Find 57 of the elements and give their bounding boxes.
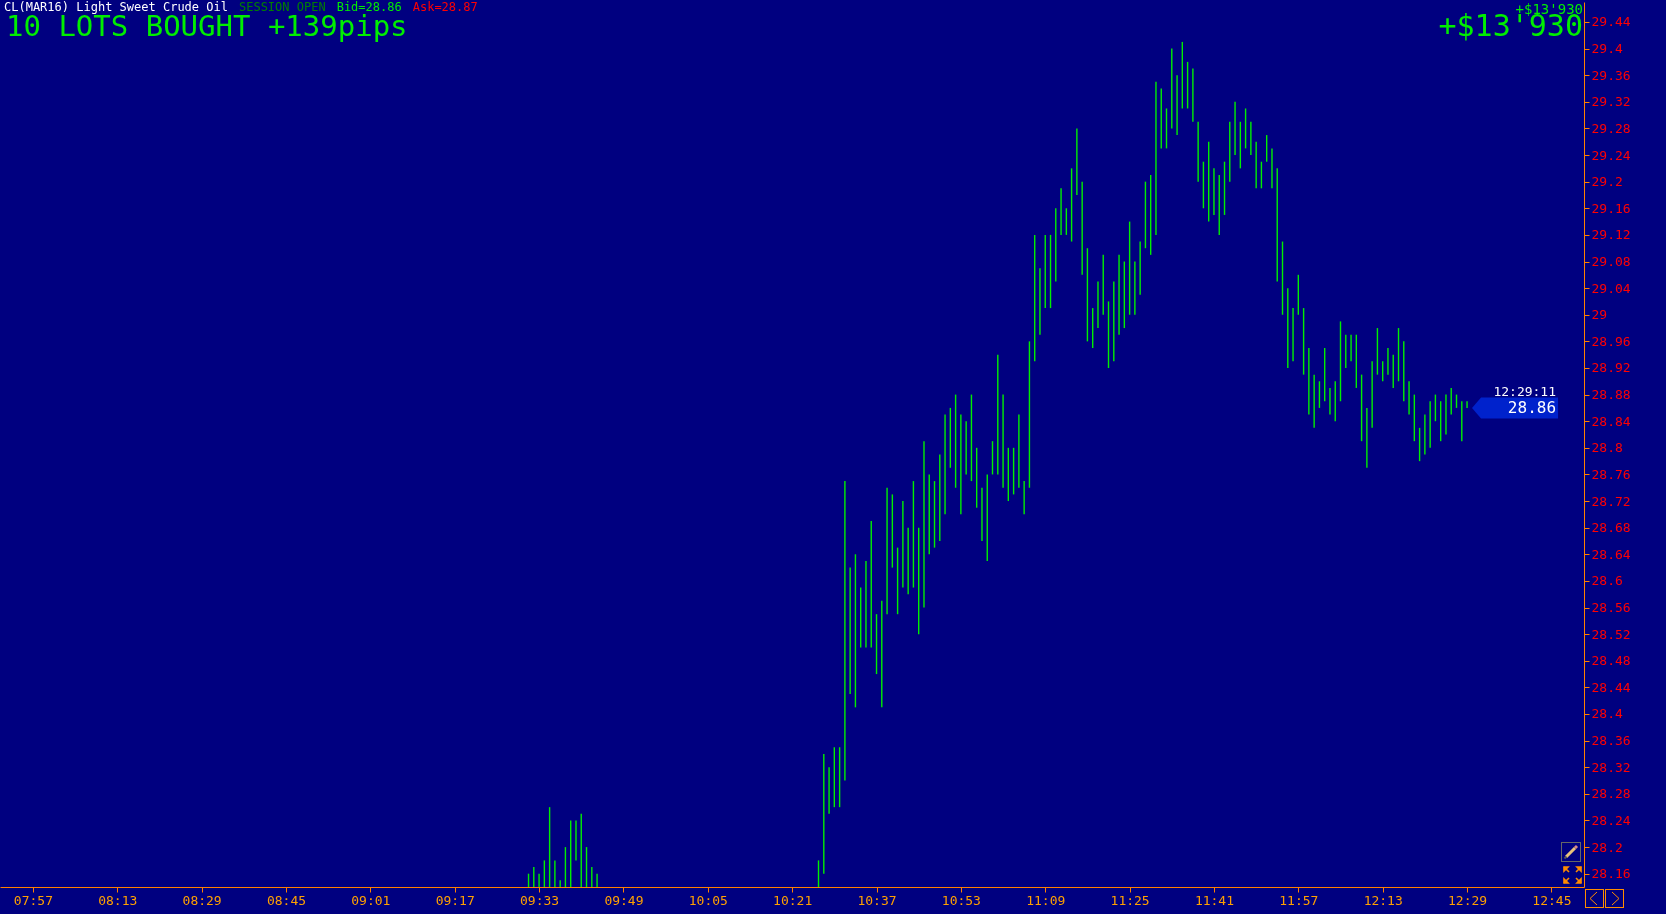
x-tick-label: 08:45 — [266, 892, 307, 908]
annotation: Bid=28.86 — [336, 0, 402, 14]
x-tick-label: 10:21 — [773, 892, 813, 908]
y-tick-label: 28.32 — [1591, 759, 1631, 775]
y-tick-label: 28.72 — [1591, 493, 1631, 509]
y-tick-label: 28.44 — [1591, 679, 1631, 695]
x-tick-label: 09:49 — [604, 892, 644, 908]
y-tick-label: 29 — [1591, 307, 1608, 323]
x-tick-label: 09:01 — [351, 892, 391, 908]
y-tick-label: 29.08 — [1591, 254, 1631, 270]
annotation: 28.86 — [1506, 397, 1557, 417]
y-tick-label: 28.48 — [1591, 653, 1631, 669]
x-tick-label: 11:09 — [1026, 892, 1066, 908]
y-tick-label: 28.52 — [1591, 626, 1631, 642]
y-tick-label: 29.04 — [1591, 280, 1631, 296]
x-tick-label: 11:41 — [1194, 892, 1235, 908]
x-tick-label: 07:57 — [13, 892, 53, 908]
x-tick-label: 08:13 — [98, 892, 138, 908]
y-tick-label: 28.64 — [1591, 546, 1631, 562]
y-tick-label: 28.68 — [1591, 520, 1631, 536]
y-tick-label: 29.24 — [1591, 147, 1631, 163]
y-tick-label: 28.6 — [1591, 573, 1623, 589]
x-tick-label: 11:57 — [1279, 892, 1319, 908]
x-tick-label: 09:17 — [435, 892, 475, 908]
y-tick-label: 28.88 — [1591, 387, 1631, 403]
y-tick-label: 28.84 — [1591, 413, 1631, 429]
x-tick-label: 10:37 — [857, 892, 897, 908]
x-tick-label: 10:53 — [941, 892, 981, 908]
y-tick-label: 29.12 — [1591, 227, 1631, 243]
y-tick-label: 29.2 — [1591, 174, 1623, 190]
x-tick-label: 12:29 — [1447, 892, 1488, 908]
y-tick-label: 28.36 — [1591, 733, 1631, 749]
y-tick-label: 28.56 — [1591, 600, 1631, 616]
x-tick-label: 10:05 — [688, 892, 728, 908]
y-tick-label: 29.4 — [1591, 41, 1623, 57]
y-tick-label: 28.2 — [1591, 839, 1623, 855]
x-tick-label: 12:45 — [1532, 892, 1572, 908]
annotation: 12:29:11 — [1492, 383, 1557, 399]
y-tick-label: 28.4 — [1591, 706, 1623, 722]
x-tick-label: 09:33 — [520, 892, 560, 908]
x-tick-label: 12:13 — [1363, 892, 1403, 908]
y-tick-label: 29.32 — [1591, 94, 1631, 110]
annotation: SESSION OPEN — [238, 0, 326, 14]
y-tick-label: 29.36 — [1591, 67, 1631, 83]
x-tick-label: 08:29 — [182, 892, 222, 908]
y-tick-label: 29.28 — [1591, 120, 1631, 136]
y-tick-label: 29.44 — [1591, 14, 1631, 30]
y-tick-label: 28.16 — [1591, 866, 1631, 882]
annotation: Ask=28.87 — [412, 0, 478, 14]
y-tick-label: 28.24 — [1591, 812, 1631, 828]
y-tick-label: 29.16 — [1591, 200, 1631, 216]
x-tick-label: 11:25 — [1110, 892, 1150, 908]
y-tick-label: 28.96 — [1591, 333, 1631, 349]
y-tick-label: 28.28 — [1591, 786, 1631, 802]
y-tick-label: 28.8 — [1591, 440, 1623, 456]
y-tick-label: 28.76 — [1591, 466, 1631, 482]
y-tick-label: 28.92 — [1591, 360, 1631, 376]
